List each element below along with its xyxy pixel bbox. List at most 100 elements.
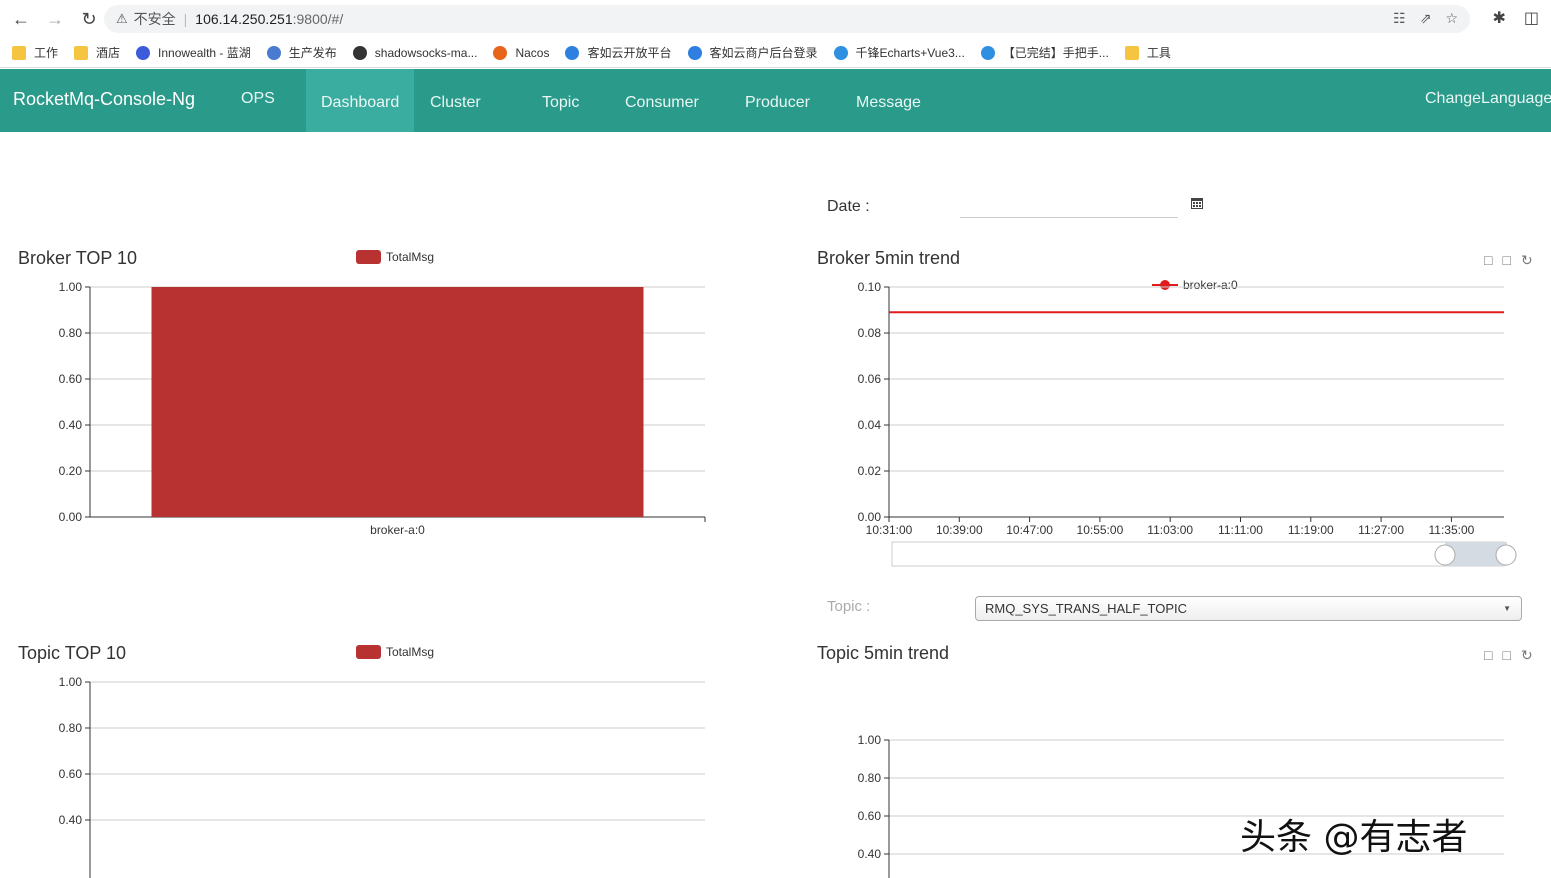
bookmark-label: 客如云开放平台	[587, 46, 672, 60]
date-input[interactable]	[960, 196, 1178, 218]
translate-icon[interactable]: ☷	[1393, 10, 1406, 26]
y-tick-label: 0.80	[59, 721, 83, 735]
bookmark-label: Nacos	[515, 45, 550, 60]
keruyun-icon	[687, 45, 702, 60]
y-tick-label: 0.80	[858, 771, 882, 785]
y-tick-label: 0.60	[59, 372, 83, 386]
nav-cluster[interactable]: Cluster	[430, 93, 481, 111]
extensions-puzzle-icon[interactable]: ✱	[1492, 10, 1506, 27]
restore-icon[interactable]: ↻	[1520, 647, 1533, 663]
date-label: Date :	[827, 198, 870, 215]
bookmark-item[interactable]: 工具	[1124, 44, 1171, 61]
bookmark-label: Innowealth - 蓝湖	[158, 46, 251, 60]
y-tick-label: 0.40	[59, 418, 83, 432]
bookmark-item[interactable]: 客如云开放平台	[565, 44, 672, 61]
bookmark-item[interactable]: 【已完结】手把手...	[980, 44, 1109, 61]
bookmark-label: 生产发布	[288, 46, 337, 60]
topic-top10-chart: 0.40 0.60 0.80 1.00	[59, 677, 705, 878]
y-tick-label: 0.20	[59, 464, 83, 478]
zoom-icon[interactable]: □	[1484, 647, 1493, 663]
legend-label: TotalMsg	[386, 645, 435, 659]
bird-icon	[266, 45, 281, 60]
legend-label: broker-a:0	[1183, 278, 1238, 292]
address-separator: |	[183, 11, 188, 27]
y-tick-label: 0.08	[858, 326, 882, 340]
nav-topic[interactable]: Topic	[542, 93, 580, 111]
x-tick-label: 10:31:00	[866, 523, 913, 537]
github-icon	[352, 45, 367, 60]
keruyun-icon	[565, 45, 580, 60]
bookmarks-bar: 工作 酒店 Innowealth - 蓝湖 生产发布 shadowsocks-ma...…	[0, 38, 1551, 68]
y-tick-label: 0.04	[858, 418, 882, 432]
y-tick-label: 0.02	[858, 464, 882, 478]
folder-icon	[1124, 45, 1139, 60]
topic-trend-toolbox: □ □ ↻	[1484, 647, 1533, 664]
legend-label: TotalMsg	[386, 250, 435, 264]
change-language-menu[interactable]: ChangeLanguage	[1425, 90, 1551, 107]
x-tick-label: 11:03:00	[1147, 523, 1193, 537]
nav-dashboard[interactable]: Dashboard	[306, 69, 415, 132]
y-tick-label: 0.80	[59, 326, 83, 340]
address-bar-actions: ☷ ⇗ ☆	[1393, 10, 1458, 27]
topic-top10-legend[interactable]: TotalMsg	[356, 645, 434, 659]
bookmark-label: shadowsocks-ma...	[374, 45, 478, 60]
side-panel-icon[interactable]: ◫	[1523, 10, 1539, 27]
y-tick-label: 0.00	[858, 510, 882, 524]
bookmark-item[interactable]: 千锋Echarts+Vue3...	[833, 44, 965, 61]
bookmark-item[interactable]: 生产发布	[266, 44, 337, 61]
bookmark-item[interactable]: shadowsocks-ma...	[352, 45, 478, 60]
back-arrow-icon[interactable]: ←	[12, 8, 30, 29]
x-tick-label: 10:39:00	[936, 523, 983, 537]
data-zoom-track	[891, 541, 1505, 567]
bookmark-star-icon[interactable]: ☆	[1445, 10, 1458, 26]
y-tick-label: 0.40	[858, 847, 882, 861]
bookmark-item[interactable]: 工作	[12, 44, 58, 61]
zoom-reset-icon[interactable]: □	[1502, 647, 1511, 663]
bookmark-item[interactable]: 客如云商户后台登录	[687, 44, 818, 61]
dashboard-content: Date : Broker TOP 10 TotalMsg 0.00 0.20 0.…	[0, 132, 1551, 878]
y-tick-label: 0.60	[858, 809, 882, 823]
topic-trend-title: Topic 5min trend	[817, 643, 950, 663]
nav-ops[interactable]: OPS	[241, 90, 275, 107]
nav-message[interactable]: Message	[856, 93, 921, 111]
url-text: 106.14.250.251:9800/#/	[195, 11, 344, 27]
lanhu-icon	[136, 45, 151, 60]
x-tick-label: 10:47:00	[1006, 523, 1053, 537]
y-tick-label: 0.10	[858, 282, 882, 294]
nav-consumer[interactable]: Consumer	[625, 93, 699, 111]
bookmark-item[interactable]: Nacos	[493, 45, 550, 60]
topic-label: Topic :	[827, 598, 871, 615]
topic-select-value: RMQ_SYS_TRANS_HALF_TOPIC	[985, 601, 1188, 616]
y-tick-label: 1.00	[858, 733, 882, 747]
bookmark-item[interactable]: 酒店	[74, 44, 120, 61]
broker-top10-legend[interactable]: TotalMsg	[356, 250, 434, 264]
zoom-reset-icon[interactable]: □	[1502, 252, 1511, 268]
brand-title[interactable]: RocketMq-Console-Ng	[13, 89, 196, 109]
data-zoom-handle-left	[1434, 544, 1456, 566]
restore-icon[interactable]: ↻	[1520, 252, 1533, 268]
topic-select[interactable]: RMQ_SYS_TRANS_HALF_TOPIC ▼	[975, 596, 1522, 621]
reload-icon[interactable]: ↻	[81, 8, 97, 29]
share-icon[interactable]: ⇗	[1419, 10, 1432, 26]
y-tick-label: 0.00	[59, 510, 83, 524]
data-zoom-handle-right	[1495, 544, 1517, 566]
x-tick-label: 11:11:00	[1218, 523, 1263, 537]
broker-top10-title: Broker TOP 10	[18, 248, 138, 268]
legend-swatch	[356, 250, 381, 264]
y-tick-label: 0.06	[858, 372, 882, 386]
top-navbar: RocketMq-Console-Ng OPS Dashboard Cluste…	[0, 69, 1551, 132]
bookmark-item[interactable]: Innowealth - 蓝湖	[136, 44, 251, 61]
topic-trend-chart: 0.40 0.60 0.80 1.00	[858, 733, 1504, 878]
bookmark-label: 【已完结】手把手...	[1002, 46, 1109, 60]
y-tick-label: 0.60	[59, 767, 83, 781]
address-bar[interactable]: ⚠ 不安全 | 106.14.250.251:9800/#/ ☷ ⇗ ☆	[104, 5, 1470, 33]
extension-icons: ✱ ◫	[1492, 8, 1539, 28]
x-tick-label: 11:35:00	[1428, 523, 1474, 537]
bilibili-icon	[980, 45, 995, 60]
forward-arrow-icon[interactable]: →	[46, 8, 64, 29]
warning-triangle-icon: ⚠	[116, 11, 128, 26]
y-tick-label: 1.00	[59, 282, 83, 294]
nav-producer[interactable]: Producer	[745, 93, 810, 111]
zoom-icon[interactable]: □	[1484, 252, 1493, 268]
calendar-icon[interactable]	[1190, 196, 1204, 210]
